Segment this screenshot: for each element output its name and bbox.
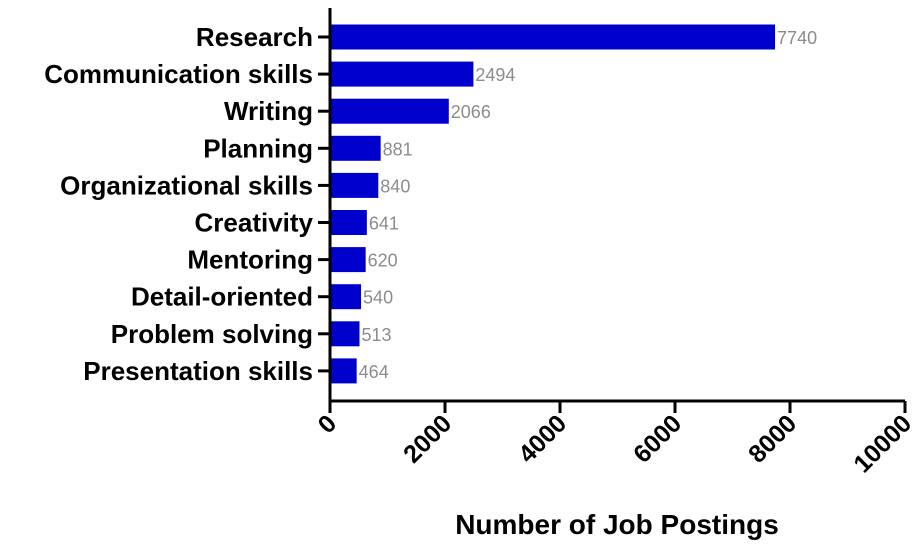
value-label-9: 464: [359, 362, 389, 382]
bar-3: [330, 135, 381, 161]
category-label-3: Planning: [203, 133, 313, 163]
category-label-6: Mentoring: [187, 245, 313, 275]
x-tick-label-1: 2000: [398, 409, 457, 468]
category-labels-group: Research Communication skills Writing Plann…: [44, 22, 313, 386]
value-label-5: 641: [369, 214, 399, 234]
value-label-3: 881: [383, 139, 413, 159]
category-label-8: Problem solving: [111, 319, 313, 349]
x-tick-label-2: 4000: [513, 409, 572, 468]
value-label-0: 7740: [777, 28, 817, 48]
x-tick-labels-group: 0 2000 4000 6000 8000 10000: [313, 409, 916, 478]
category-label-7: Detail-oriented: [131, 282, 313, 312]
bar-4: [330, 172, 379, 198]
value-label-8: 513: [361, 325, 391, 345]
bar-9: [330, 358, 357, 384]
value-label-7: 540: [363, 288, 393, 308]
bars-group: [330, 24, 776, 384]
value-label-2: 2066: [451, 102, 491, 122]
bar-8: [330, 321, 360, 347]
bar-2: [330, 98, 449, 124]
y-ticks-group: [318, 35, 330, 373]
x-ticks-group: [328, 401, 907, 413]
bar-5: [330, 210, 367, 235]
value-label-4: 840: [380, 176, 410, 196]
bar-1: [330, 61, 474, 87]
category-label-2: Writing: [224, 96, 313, 126]
category-label-1: Communication skills: [44, 59, 313, 89]
bar-7: [330, 284, 362, 310]
value-labels-group: 7740 2494 2066 881 840 641 620 540 513 464: [359, 28, 817, 382]
x-tick-label-4: 8000: [743, 409, 802, 468]
value-label-6: 620: [368, 251, 398, 271]
x-tick-label-0: 0: [313, 409, 343, 439]
bar-0: [330, 24, 776, 50]
x-tick-label-5: 10000: [848, 409, 916, 478]
category-label-4: Organizational skills: [60, 170, 313, 200]
category-label-0: Research: [196, 22, 313, 52]
category-label-9: Presentation skills: [83, 356, 313, 386]
bar-6: [330, 247, 366, 273]
value-label-1: 2494: [475, 65, 515, 85]
x-tick-label-3: 6000: [628, 409, 687, 468]
category-label-5: Creativity: [195, 208, 314, 238]
x-axis-title: Number of Job Postings: [455, 509, 779, 540]
